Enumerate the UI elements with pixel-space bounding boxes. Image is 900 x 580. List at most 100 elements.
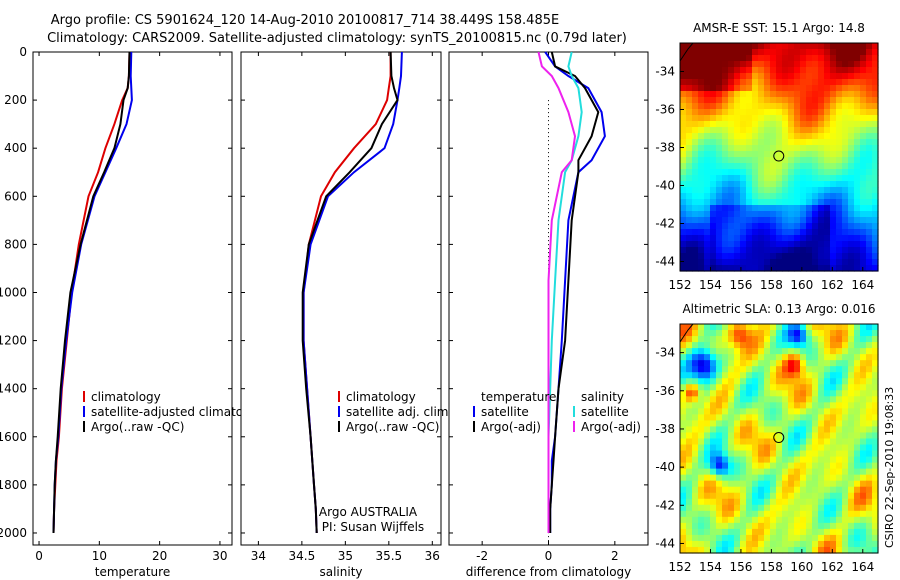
heatmap-cell — [818, 205, 825, 212]
heatmap-cell — [812, 61, 819, 68]
heatmap-cell — [758, 67, 765, 74]
heatmap-cell — [782, 342, 789, 349]
heatmap-cell — [836, 486, 843, 494]
heatmap-cell — [734, 193, 741, 200]
heatmap-cell — [776, 187, 783, 194]
heatmap-cell — [722, 145, 729, 152]
heatmap-cell — [812, 217, 819, 224]
heatmap-cell — [776, 67, 783, 74]
heatmap-cell — [734, 115, 741, 122]
heatmap-cell — [716, 253, 723, 260]
heatmap-cell — [758, 438, 765, 446]
heatmap-cell — [680, 396, 687, 403]
heatmap-cell — [854, 450, 861, 458]
heatmap-cell — [770, 354, 777, 361]
heatmap-cell — [746, 259, 753, 266]
heatmap-cell — [872, 366, 879, 373]
heatmap-cell — [758, 229, 765, 236]
heatmap-cell — [818, 217, 825, 224]
heatmap-cell — [752, 384, 759, 391]
heatmap-cell — [848, 91, 855, 98]
heatmap-cell — [752, 169, 759, 176]
heatmap-cell — [860, 163, 867, 170]
heatmap-cell — [794, 480, 801, 488]
heatmap-cell — [734, 354, 741, 361]
heatmap-cell — [806, 133, 813, 140]
heatmap-cell — [758, 516, 765, 524]
heatmap-cell — [734, 157, 741, 164]
heatmap-cell — [680, 127, 687, 134]
heatmap-cell — [752, 97, 759, 104]
heatmap-cell — [752, 498, 759, 506]
heatmap-cell — [698, 540, 705, 548]
heatmap-cell — [752, 462, 759, 470]
x-tick-label: 0 — [35, 549, 43, 563]
heatmap-cell — [866, 330, 873, 337]
heatmap-cell — [854, 546, 861, 554]
heatmap-cell — [860, 426, 867, 434]
heatmap-cell — [734, 372, 741, 379]
heatmap-cell — [836, 342, 843, 349]
heatmap-cell — [788, 336, 795, 343]
heatmap-cell — [704, 67, 711, 74]
y-tick-label: -40 — [655, 179, 675, 193]
heatmap-cell — [722, 259, 729, 266]
heatmap-cell — [788, 145, 795, 152]
heatmap-cell — [806, 61, 813, 68]
heatmap-cell — [728, 145, 735, 152]
heatmap-cell — [770, 408, 777, 415]
heatmap-cell — [692, 247, 699, 254]
heatmap-cell — [728, 366, 735, 373]
heatmap-cell — [746, 139, 753, 146]
x-tick-label: 34.5 — [289, 549, 316, 563]
heatmap-cell — [824, 157, 831, 164]
heatmap-cell — [698, 217, 705, 224]
x-tick-label: 162 — [821, 560, 844, 574]
heatmap-cell — [728, 73, 735, 80]
heatmap-cell — [842, 175, 849, 182]
heatmap-cell — [752, 330, 759, 337]
heatmap-cell — [740, 414, 747, 422]
heatmap-cell — [746, 157, 753, 164]
heatmap-cell — [854, 223, 861, 230]
heatmap-cell — [698, 456, 705, 464]
heatmap-cell — [692, 522, 699, 530]
heatmap-cell — [734, 420, 741, 428]
heatmap-cell — [848, 175, 855, 182]
heatmap-cell — [866, 217, 873, 224]
heatmap-cell — [770, 528, 777, 536]
heatmap-cell — [782, 480, 789, 488]
heatmap-cell — [752, 151, 759, 158]
heatmap-cell — [710, 163, 717, 170]
heatmap-cell — [710, 540, 717, 548]
heatmap-cell — [746, 534, 753, 542]
heatmap-cell — [854, 91, 861, 98]
heatmap-cell — [824, 169, 831, 176]
heatmap-cell — [830, 474, 837, 482]
heatmap-cell — [716, 133, 723, 140]
heatmap-cell — [776, 265, 783, 272]
heatmap-cell — [842, 193, 849, 200]
heatmap-cell — [866, 241, 873, 248]
heatmap-cell — [782, 157, 789, 164]
heatmap-cell — [842, 390, 849, 397]
heatmap-cell — [716, 229, 723, 236]
heatmap-cell — [680, 492, 687, 500]
heatmap-cell — [830, 414, 837, 422]
heatmap-cell — [758, 217, 765, 224]
heatmap-cell — [716, 432, 723, 440]
heatmap-cell — [704, 49, 711, 56]
heatmap-cell — [824, 253, 831, 260]
heatmap-cell — [830, 241, 837, 248]
heatmap-cell — [764, 468, 771, 476]
heatmap-cell — [848, 486, 855, 494]
footer-stamp: CSIRO 22-Sep-2010 19:08:33 — [883, 387, 896, 548]
heatmap-cell — [800, 468, 807, 476]
heatmap-cell — [698, 516, 705, 524]
sla-map-panel: 152 154 156 158 160 162 164-34-36-38-40-42-44A… — [655, 302, 879, 574]
heatmap-cell — [716, 151, 723, 158]
heatmap-cell — [848, 199, 855, 206]
heatmap-cell — [854, 384, 861, 391]
heatmap-cell — [692, 336, 699, 343]
heatmap-cell — [812, 516, 819, 524]
